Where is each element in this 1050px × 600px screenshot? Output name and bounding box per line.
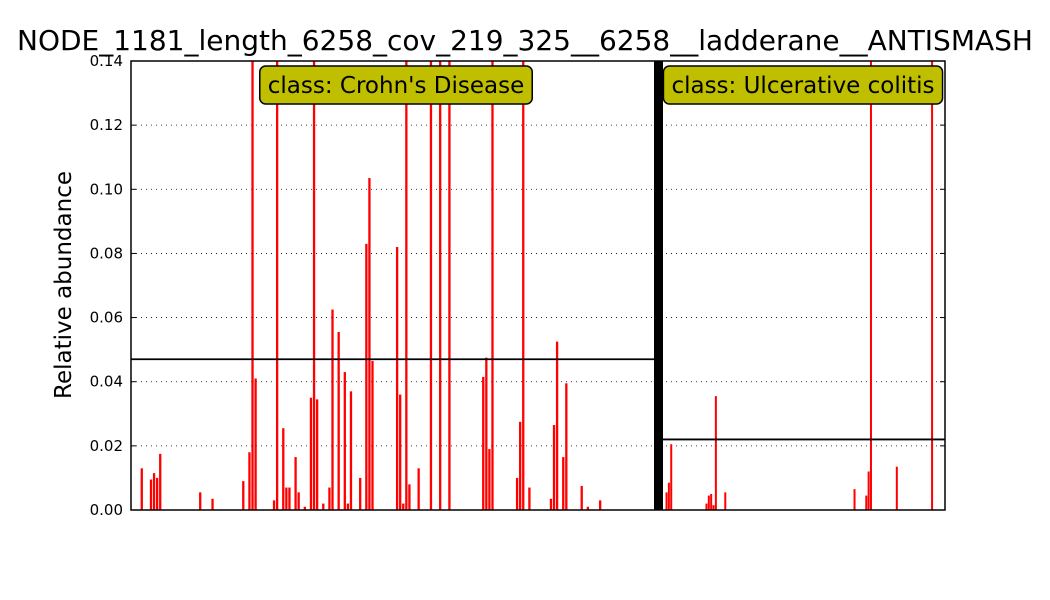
y-ticks: 0.00 0.02 0.04 0.06 0.08 0.10 0.12 0.14 (90, 52, 945, 519)
class-label: class: Crohn's Disease (259, 65, 533, 105)
y-tick-label: 0.10 (90, 180, 123, 198)
y-tick-label: 0.08 (90, 244, 123, 262)
bar (710, 493, 713, 510)
bar (439, 61, 442, 510)
bar (155, 477, 159, 510)
bar (586, 506, 590, 510)
class-label-text: class: Crohn's Disease (268, 73, 524, 99)
bar (272, 500, 276, 510)
y-tick-label: 0.04 (90, 373, 123, 391)
bar (519, 421, 522, 510)
bar (315, 399, 319, 510)
bar (328, 487, 331, 510)
bar (482, 376, 485, 510)
y-tick-label: 0.00 (90, 501, 123, 519)
bar (599, 500, 602, 510)
bar (555, 341, 559, 510)
bar (297, 492, 300, 510)
bar (359, 477, 362, 510)
bar (303, 506, 306, 510)
bar (346, 503, 350, 510)
bar (140, 468, 143, 510)
bar (712, 505, 715, 510)
bar (199, 492, 202, 510)
bar (337, 332, 340, 510)
plot-frame (130, 60, 946, 511)
bar (522, 61, 525, 510)
bar (343, 372, 346, 510)
bar (705, 503, 708, 510)
bar (349, 391, 353, 510)
class-separator (654, 61, 663, 510)
bar (408, 484, 411, 510)
gridlines (131, 124, 945, 447)
mean-lines (131, 61, 945, 510)
y-tick-label: 0.12 (90, 116, 123, 134)
bar (670, 444, 673, 510)
bar (282, 428, 285, 510)
bar (485, 357, 488, 510)
class-label: class: Ulcerative colitis (662, 65, 944, 105)
bar (152, 473, 156, 510)
y-tick-label: 0.14 (90, 52, 123, 70)
class-labels: class: Crohn's Disease class: Ulcerative … (259, 65, 944, 105)
bar (251, 61, 254, 510)
bar (580, 485, 583, 510)
bar (159, 453, 162, 510)
bar (288, 487, 291, 510)
bar (549, 498, 553, 510)
bar (368, 178, 371, 510)
bar (562, 457, 565, 510)
y-tick-label: 0.02 (90, 437, 123, 455)
bar (865, 495, 868, 510)
bar (331, 309, 334, 510)
y-axis-label: Relative abundance (51, 171, 77, 399)
bar (254, 378, 257, 510)
y-tick-label: 0.06 (90, 309, 123, 327)
bar (853, 489, 856, 510)
bar (869, 61, 872, 510)
class-label-box (662, 65, 944, 105)
chart-title: NODE_1181_length_6258_cov_219_325__6258_… (17, 24, 1033, 57)
bar (149, 479, 153, 510)
bar (417, 468, 420, 510)
class-label-text: class: Ulcerative colitis (671, 73, 934, 99)
bar (371, 360, 374, 510)
bar (867, 471, 870, 510)
bar (707, 495, 710, 510)
bar (552, 425, 556, 510)
bar (399, 394, 402, 510)
bar (248, 452, 251, 510)
bar (931, 61, 934, 510)
bar (665, 492, 668, 510)
bar (488, 449, 491, 510)
bar (405, 61, 408, 510)
bar (395, 247, 399, 510)
bar (724, 492, 727, 510)
bar (211, 498, 214, 510)
bar (565, 383, 568, 510)
bar (309, 397, 313, 510)
bar (322, 503, 325, 510)
class-label-box (259, 65, 533, 105)
bar (294, 457, 297, 510)
bar (285, 487, 288, 510)
bar (242, 481, 245, 510)
bar (429, 61, 433, 510)
bar (402, 503, 405, 510)
bar (275, 61, 279, 510)
bar (895, 466, 898, 510)
bar (312, 61, 316, 510)
bar (714, 396, 717, 510)
bar (448, 61, 451, 510)
bar (528, 487, 531, 510)
bar (515, 477, 519, 510)
bar (365, 243, 368, 511)
bar (491, 61, 494, 510)
bar (667, 482, 670, 510)
bars (140, 61, 934, 511)
